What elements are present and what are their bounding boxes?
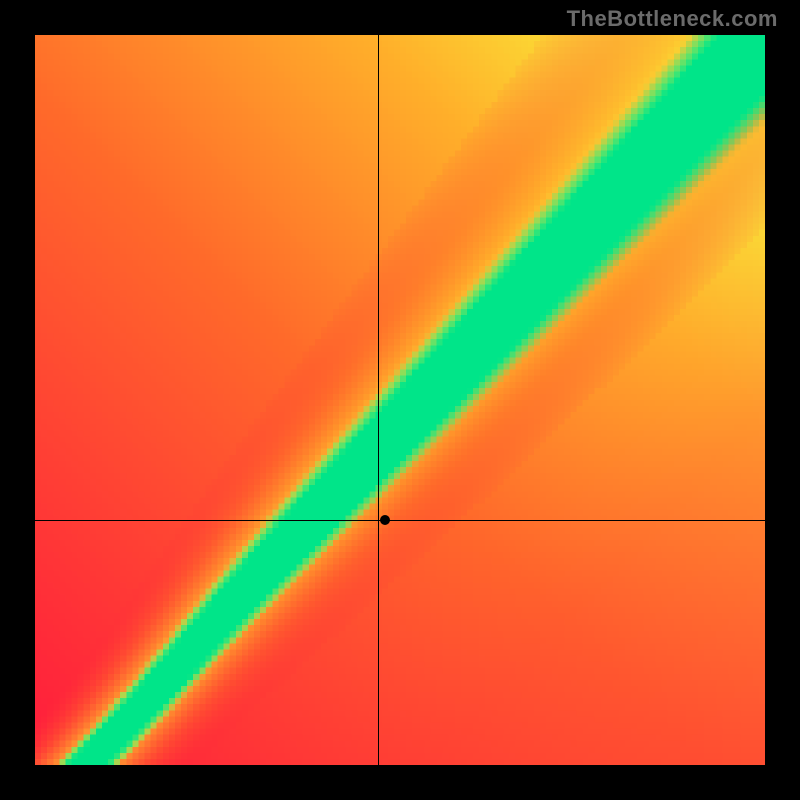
heatmap-canvas — [35, 35, 765, 765]
crosshair-horizontal — [35, 520, 765, 521]
chart-container: TheBottleneck.com — [0, 0, 800, 800]
heatmap-plot — [35, 35, 765, 765]
watermark-text: TheBottleneck.com — [567, 6, 778, 32]
crosshair-vertical — [378, 35, 379, 765]
data-point-marker — [380, 515, 390, 525]
